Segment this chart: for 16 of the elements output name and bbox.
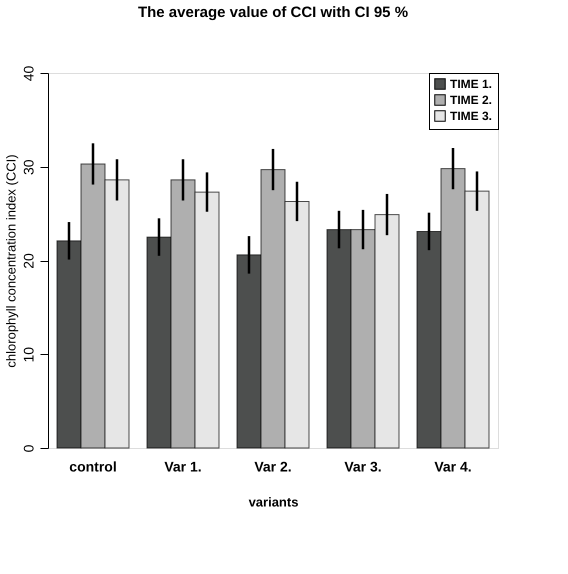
legend-label: TIME 2. xyxy=(450,93,492,107)
x-tick-label: Var 2. xyxy=(254,458,292,474)
x-axis-title: variants xyxy=(248,494,298,510)
x-tick-label: Var 1. xyxy=(164,458,202,474)
x-tick-label: Var 3. xyxy=(344,458,382,474)
y-tick-label: 40 xyxy=(20,66,36,82)
legend-label: TIME 1. xyxy=(450,77,492,91)
y-tick-label: 0 xyxy=(20,444,36,452)
legend-label: TIME 3. xyxy=(450,109,492,123)
y-axis-title: chlorophyll concentration index (CCI) xyxy=(4,154,18,368)
y-tick-label: 20 xyxy=(20,253,36,269)
y-tick-label: 30 xyxy=(20,159,36,176)
chart-title: The average value of CCI with CI 95 % xyxy=(138,4,408,22)
x-tick-label: control xyxy=(69,458,117,474)
x-tick-label: Var 4. xyxy=(434,458,472,474)
y-tick-label: 10 xyxy=(20,346,36,363)
